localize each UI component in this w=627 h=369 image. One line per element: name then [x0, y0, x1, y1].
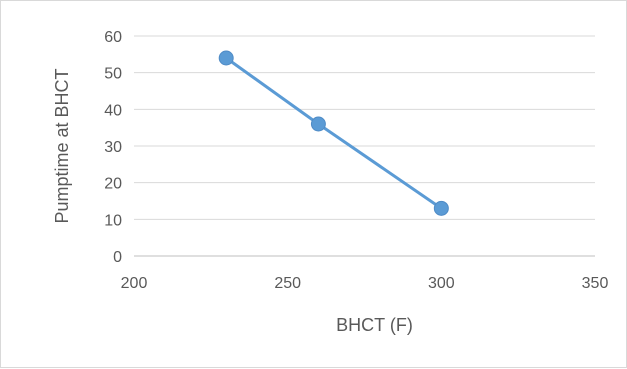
x-axis-title: BHCT (F): [336, 315, 413, 335]
data-series: [218, 50, 449, 216]
data-point-2: [433, 200, 449, 216]
y-tick-label-30: 30: [104, 139, 122, 156]
x-tick-label-250: 250: [274, 275, 301, 292]
y-tick-label-20: 20: [104, 176, 122, 193]
x-tick-label-200: 200: [121, 275, 148, 292]
y-tick-label-60: 60: [104, 29, 122, 46]
grid-lines: [134, 35, 595, 220]
y-tick-label-0: 0: [113, 249, 122, 266]
tick-labels: 0 10 20 30 40 50 60 200 250 300 350: [104, 29, 608, 292]
y-tick-label-40: 40: [104, 102, 122, 119]
x-tick-label-350: 350: [582, 275, 609, 292]
data-point-1: [310, 116, 326, 132]
data-point-0: [218, 50, 234, 66]
y-axis-title: Pumptime at BHCT: [52, 68, 72, 223]
y-tick-label-50: 50: [104, 66, 122, 83]
series-0-line: [224, 56, 443, 210]
y-tick-label-10: 10: [104, 212, 122, 229]
x-tick-label-300: 300: [428, 275, 455, 292]
